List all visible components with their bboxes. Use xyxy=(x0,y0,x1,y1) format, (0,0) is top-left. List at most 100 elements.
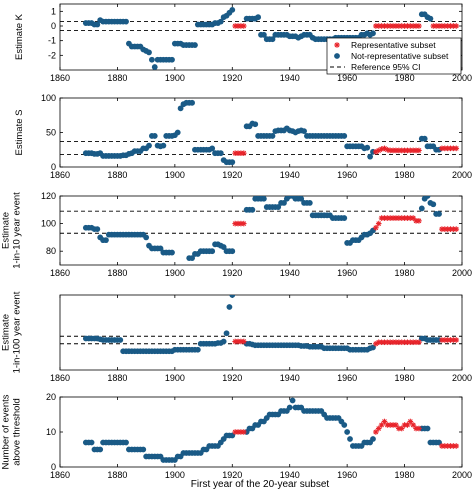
representative-point xyxy=(375,220,382,227)
panel-axes-box xyxy=(59,396,463,468)
x-tick-label: 1900 xyxy=(165,373,185,383)
x-tick-label: 2000 xyxy=(452,73,472,83)
x-tick-label: 1940 xyxy=(280,373,300,383)
x-tick-label: 1980 xyxy=(395,373,415,383)
representative-point-d2 xyxy=(393,422,399,428)
representative-point xyxy=(375,425,382,432)
not-representative-point xyxy=(275,204,282,210)
not-representative-point xyxy=(260,31,267,38)
not-representative-point xyxy=(194,346,201,353)
not-representative-point xyxy=(249,206,256,213)
representative-point xyxy=(416,339,422,346)
representative-point xyxy=(453,226,460,232)
x-tick-label: 1880 xyxy=(107,170,127,180)
x-tick-label: 1860 xyxy=(50,73,70,83)
not-representative-point xyxy=(146,142,152,149)
not-representative-point xyxy=(301,128,307,135)
representative-point-d2 xyxy=(453,226,459,232)
not-representative-point xyxy=(146,49,152,56)
not-representative-point xyxy=(424,425,431,432)
x-tick-label: 1960 xyxy=(337,268,357,278)
not-representative-point xyxy=(151,64,158,70)
representative-point xyxy=(373,224,379,231)
not-representative-point xyxy=(103,237,109,244)
y-axis-label: 1-in-10 year event xyxy=(12,192,23,269)
not-representative-point xyxy=(174,129,181,136)
y-tick-label: 10 xyxy=(46,427,56,437)
representative-point-d2 xyxy=(241,150,247,156)
x-tick-label: 1860 xyxy=(50,268,70,278)
representative-point-d2 xyxy=(382,419,387,424)
panel-5: 1860 1880 1900 1920 1940 1960 1980 2000 0 10 20 Num… xyxy=(1,392,473,480)
representative-point-d2 xyxy=(407,419,413,424)
not-representative-point xyxy=(436,211,442,217)
representative-point-d2 xyxy=(241,23,247,29)
not-representative-point xyxy=(427,15,434,22)
x-tick-label: 1860 xyxy=(50,170,70,180)
not-representative-point xyxy=(370,30,376,37)
not-representative-point xyxy=(370,344,376,351)
not-representative-point xyxy=(94,226,101,233)
not-representative-point xyxy=(370,436,376,442)
y-tick-label: -2 xyxy=(48,50,56,60)
panel-2: 1860 1880 1900 1920 1940 1960 1980 2000 0 50 100 Es… xyxy=(14,93,472,180)
not-representative-point xyxy=(269,133,276,139)
not-representative-point xyxy=(189,99,195,106)
not-representative-point xyxy=(217,150,224,157)
representative-point-d2 xyxy=(376,221,382,227)
not-representative-point xyxy=(341,422,348,428)
not-representative-point xyxy=(260,196,267,202)
representative-point xyxy=(240,23,247,29)
not-representative-point xyxy=(220,244,227,250)
y-tick-label: 100 xyxy=(41,219,56,229)
panel-marks xyxy=(82,397,460,463)
not-representative-point xyxy=(192,42,198,48)
panel-1: 1860 1880 1900 1920 1940 1960 1980 2000 -2 -1 0 1 Es… xyxy=(14,3,472,83)
x-tick-label: 1900 xyxy=(165,470,185,480)
y-axis-label: Number of events xyxy=(1,394,12,469)
x-tick-label: 2000 xyxy=(452,373,472,383)
legend-box xyxy=(326,37,462,75)
not-representative-point xyxy=(209,248,216,255)
representative-point-d2 xyxy=(416,148,422,153)
not-representative-point xyxy=(94,21,101,28)
not-representative-point xyxy=(220,338,227,345)
not-representative-point xyxy=(176,264,179,265)
representative-point xyxy=(416,425,422,432)
legend-entry: Reference 95% CI xyxy=(351,62,420,72)
legend-entry: Representative subset xyxy=(351,40,436,50)
not-representative-point xyxy=(347,436,353,442)
legend-entry: Not-representative subset xyxy=(351,51,449,61)
not-representative-point xyxy=(286,404,293,411)
not-representative-point xyxy=(229,6,236,13)
y-tick-label: 50 xyxy=(46,128,56,138)
not-representative-point xyxy=(169,249,175,256)
y-axis-label: 1-in-100 year event xyxy=(12,291,23,373)
representative-point-d2 xyxy=(373,225,379,231)
x-tick-label: 1880 xyxy=(107,470,127,480)
panel-4: 1860 1880 1900 1920 1940 1960 1980 2000 Estimate… xyxy=(1,291,473,383)
y-tick-label: 80 xyxy=(46,246,56,256)
not-representative-point xyxy=(421,135,428,142)
y-axis-label: Estimate xyxy=(1,314,12,351)
not-representative-point xyxy=(117,337,124,343)
not-representative-point xyxy=(169,56,175,63)
x-tick-label: 1920 xyxy=(222,470,242,480)
not-representative-point xyxy=(88,439,95,446)
not-representative-point xyxy=(367,153,374,160)
not-representative-point xyxy=(341,215,348,221)
not-representative-point xyxy=(151,133,158,139)
x-tick-label: 1960 xyxy=(337,73,357,83)
not-representative-point xyxy=(229,295,236,298)
y-tick-label: 100 xyxy=(41,93,56,103)
legend-representative-marker xyxy=(334,42,340,48)
not-representative-point xyxy=(185,264,188,265)
not-representative-point xyxy=(123,439,129,446)
y-tick-label: 0 xyxy=(51,162,56,172)
x-tick-label: 1980 xyxy=(395,470,415,480)
not-representative-point xyxy=(229,248,236,255)
panel-3: 1860 1880 1900 1920 1940 1960 1980 2000 80 100 120… xyxy=(1,191,473,278)
not-representative-point xyxy=(97,446,104,453)
not-representative-point xyxy=(143,234,150,241)
panel-axes-box xyxy=(59,294,463,371)
